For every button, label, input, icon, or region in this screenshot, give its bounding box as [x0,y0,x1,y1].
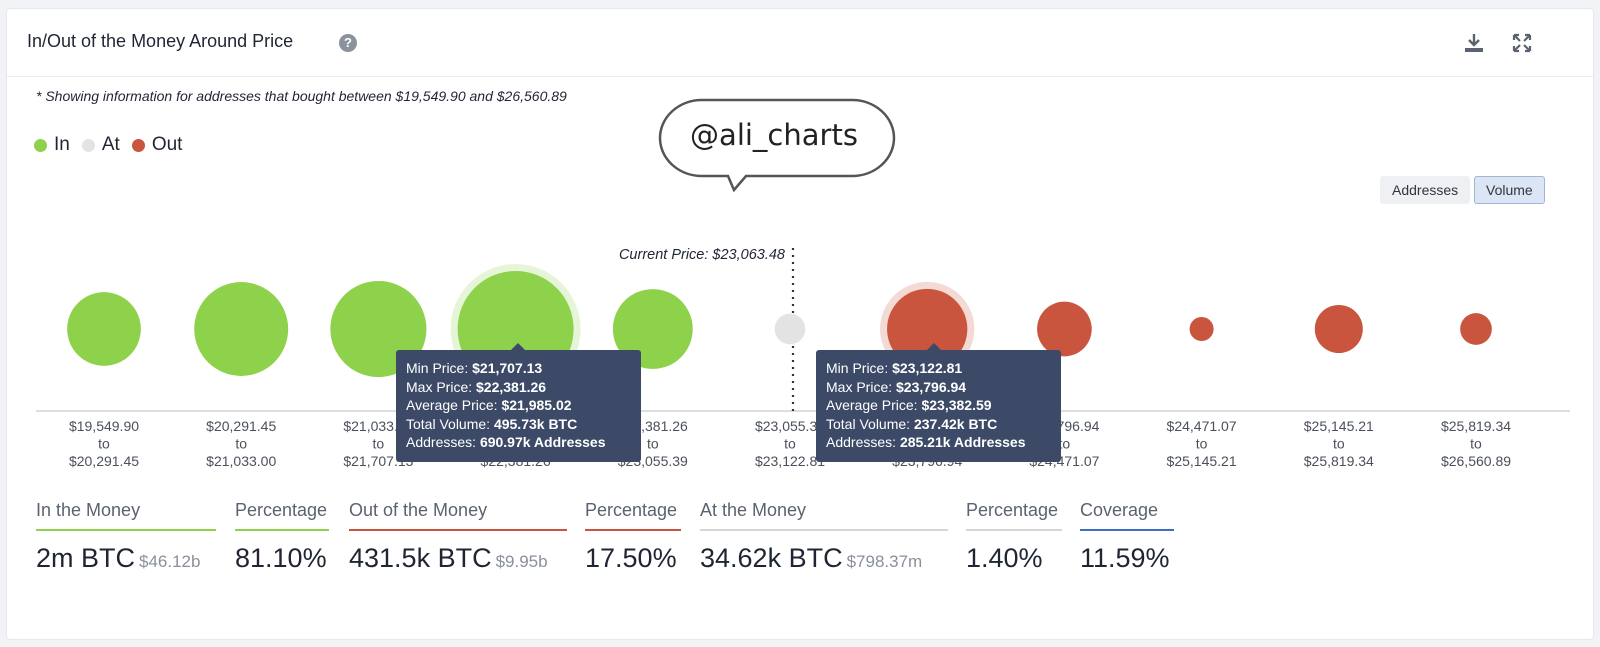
stat-at-percentage: Percentage 1.40% [966,500,1062,574]
bubble-chart: Current Price: $23,063.48$19,549.90to$20… [36,247,1570,469]
stat-value: 11.59% [1080,543,1170,573]
x-tick-label: $25,145.21 [1304,418,1374,434]
toggle-addresses[interactable]: Addresses [1380,176,1471,204]
x-tick-label: $25,819.34 [1304,453,1374,469]
tooltip-max: Max Price: $23,796.94 [826,378,967,395]
bubble-out[interactable] [1314,304,1363,354]
bubble-out[interactable] [887,288,968,370]
speech-bubble [658,98,896,193]
tooltip-avg: Average Price: $23,382.59 [826,397,992,413]
legend-dot-at [81,138,95,152]
x-tick-label: to [1333,436,1345,452]
tooltip-volume: Total Volume: 237.42k BTC [826,415,998,432]
x-tick-label: $23,122.81 [755,453,825,469]
bubble-out[interactable] [1037,301,1092,357]
x-tick-label: to [784,436,796,452]
x-tick-label: $19,549.90 [69,418,139,434]
card-header: In/Out of the Money Around Price ? [7,9,1593,77]
legend-dot-out [131,138,145,152]
tooltip-avg: Average Price: $21,985.02 [406,397,572,413]
stat-value: 34.62k BTC $798.37m [700,543,923,573]
stat-value: 1.40% [966,543,1043,573]
x-tick-label: $26,560.89 [1441,453,1511,469]
tooltip-arrow [927,343,941,350]
help-icon[interactable]: ? [339,34,357,52]
legend-dot-in [34,138,47,152]
tooltip-max: Max Price: $22,381.26 [406,378,547,395]
card-title: In/Out of the Money Around Price [27,31,294,51]
toggle-volume[interactable]: Volume [1474,176,1545,204]
x-tick-label: to [1470,436,1482,452]
x-tick-label: to [98,436,110,452]
stat-out-of-the-money: Out of the Money 431.5k BTC $9.95b [349,500,567,574]
download-icon[interactable] [1462,31,1486,55]
legend-item-in[interactable]: In [34,134,70,156]
x-tick-label: to [1059,436,1071,452]
stat-value: 81.10% [235,543,327,573]
x-tick-label: to [235,436,247,452]
x-tick-label: to [373,436,385,452]
x-tick-label: $24,471.07 [1167,418,1237,434]
legend-item-out[interactable]: Out [131,134,183,156]
legend-label-out: Out [151,134,183,155]
legend-label-at: At [101,134,120,155]
bubble-in[interactable] [194,282,289,376]
bubble-out[interactable] [1189,317,1214,341]
legend: In At Out [34,134,194,156]
legend-label-in: In [54,134,70,155]
stat-value: 431.5k BTC $9.95b [349,543,548,573]
x-tick-label: to [1196,436,1208,452]
stat-value: 2m BTC $46.12b [36,543,201,573]
stat-out-percentage: Percentage 17.50% [585,500,681,574]
legend-item-at[interactable]: At [81,134,120,156]
x-tick-label: to [647,436,659,452]
stat-at-the-money: At the Money 34.62k BTC $798.37m [700,500,948,574]
tooltip-min: Min Price: $21,707.13 [406,360,543,376]
stat-in-percentage: Percentage 81.10% [235,500,329,574]
x-tick-label: $23,055.39 [755,418,825,434]
bubble-in[interactable] [67,292,141,366]
tooltip-arrow [511,343,525,350]
stat-value: 17.50% [585,543,677,573]
stat-label: Percentage [585,500,681,531]
tooltip-addresses: Addresses: 690.97k Addresses [406,434,606,450]
stat-label: Percentage [966,500,1062,531]
x-tick-label: $20,291.45 [69,453,139,469]
author-handle: @ali_charts [690,118,858,152]
fullscreen-icon[interactable] [1510,31,1534,55]
x-tick-label: $20,291.45 [206,418,276,434]
bubble-at[interactable] [774,313,806,345]
current-price-label: Current Price: $23,063.48 [619,247,785,263]
bubble-out[interactable] [1460,313,1492,345]
tooltip-addresses: Addresses: 285.21k Addresses [826,434,1026,450]
bubble-in[interactable] [612,289,693,369]
x-tick-label: $25,145.21 [1167,453,1237,469]
stat-label: In the Money [36,500,216,531]
tooltip-bucket: Min Price: $21,707.13 Max Price: $22,381… [396,343,641,462]
tooltip-volume: Total Volume: 495.73k BTC [406,415,578,432]
tooltip-bucket: Min Price: $23,122.81 Max Price: $23,796… [816,343,1061,462]
x-tick-label: $25,819.34 [1441,418,1511,434]
stat-label: Percentage [235,500,329,531]
stat-label: Coverage [1080,500,1174,531]
range-note: * Showing information for addresses that… [36,88,567,104]
stat-coverage: Coverage 11.59% [1080,500,1174,574]
stat-in-the-money: In the Money 2m BTC $46.12b [36,500,216,574]
x-tick-label: $21,033.00 [206,453,276,469]
stat-label: At the Money [700,500,948,531]
tooltip-min: Min Price: $23,122.81 [826,360,963,376]
stat-label: Out of the Money [349,500,567,531]
